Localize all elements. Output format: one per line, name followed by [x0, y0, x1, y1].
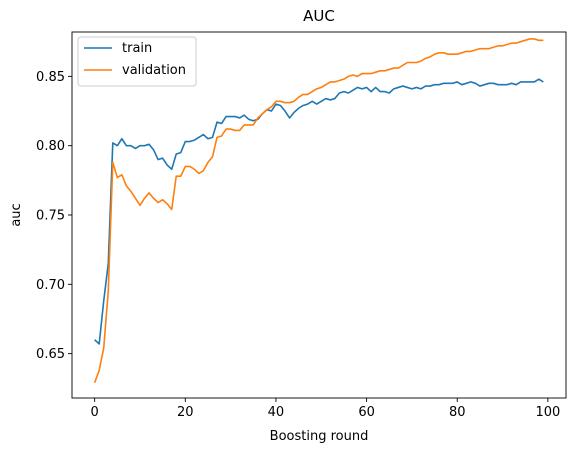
y-axis-label: auc [9, 203, 24, 226]
legend: train validation [77, 36, 197, 87]
series-line-validation [93, 38, 544, 384]
x-tick-label: 0 [91, 405, 99, 420]
legend-label-validation: validation [122, 63, 186, 78]
x-tick-label: 60 [358, 405, 375, 420]
chart-title: AUC [303, 7, 335, 25]
y-axis: 0.65 0.70 0.75 0.80 0.85 [36, 70, 72, 362]
x-axis: 0 20 40 60 80 100 [91, 398, 560, 420]
series-layer [93, 38, 544, 384]
x-tick-label: 80 [449, 405, 466, 420]
x-tick-label: 100 [535, 405, 560, 420]
y-tick-label: 0.65 [36, 347, 65, 362]
legend-label-train: train [122, 41, 152, 56]
series-line-train [94, 78, 544, 345]
y-tick-label: 0.70 [36, 278, 65, 293]
y-tick-label: 0.85 [36, 70, 65, 85]
x-tick-label: 40 [268, 405, 285, 420]
plot-frame [71, 31, 567, 399]
y-tick-label: 0.80 [36, 139, 65, 154]
x-tick-label: 20 [177, 405, 194, 420]
legend-box [77, 36, 197, 87]
x-axis-label: Boosting round [270, 429, 369, 444]
y-tick-label: 0.75 [36, 209, 65, 224]
